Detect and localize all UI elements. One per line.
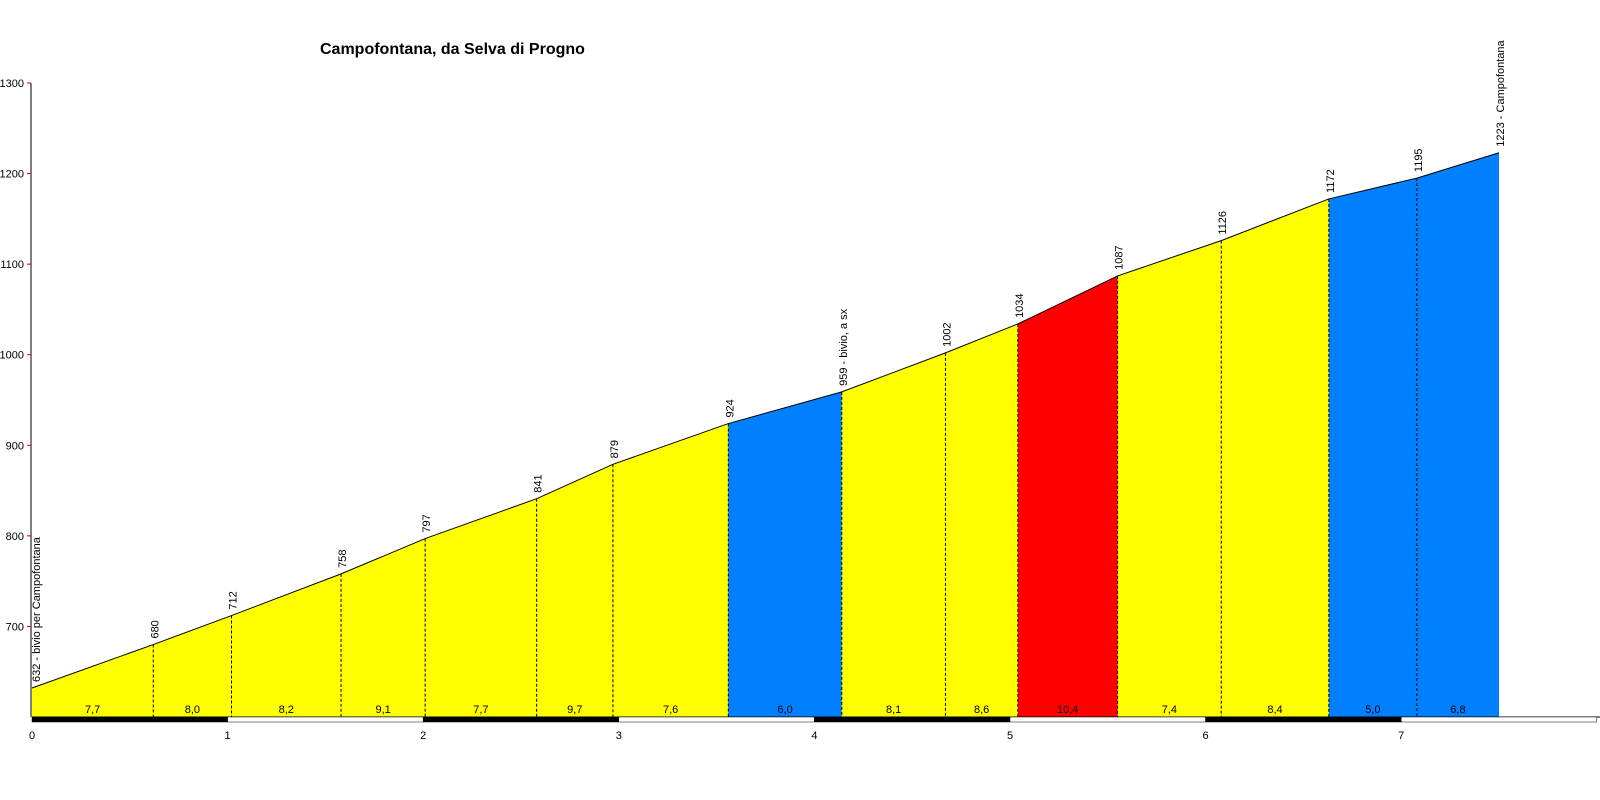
profile-segment — [153, 615, 232, 717]
x-tick-label: 6 — [1203, 730, 1209, 742]
profile-segment — [612, 423, 729, 717]
y-tick-label: 1000 — [0, 350, 24, 362]
elevation-label: 1223 - Campofontana — [1495, 39, 1507, 146]
segment-gradient-label: 7,6 — [663, 704, 678, 716]
chart-title: Campofontana, da Selva di Progno — [320, 41, 585, 58]
segment-gradient-label: 9,1 — [375, 704, 390, 716]
x-tick-label: 1 — [225, 730, 231, 742]
elevation-label: 758 — [337, 550, 349, 568]
segment-gradient-label: 8,6 — [974, 704, 989, 716]
elevation-label: 1195 — [1413, 148, 1425, 172]
elevation-label: 841 — [533, 474, 545, 492]
y-tick-label: 700 — [6, 621, 24, 633]
segment-gradient-label: 5,0 — [1365, 704, 1380, 716]
segment-gradient-label: 7,4 — [1162, 704, 1177, 716]
profile-segment — [341, 538, 426, 717]
elevation-label: 1002 — [941, 322, 953, 346]
x-tick-label: 0 — [29, 730, 35, 742]
profile-line — [31, 152, 1500, 689]
y-tick-label: 1300 — [0, 78, 24, 90]
profile-segments — [32, 152, 1499, 718]
elevation-label: 797 — [421, 514, 433, 532]
km-scale-bar — [227, 716, 424, 723]
profile-segment — [728, 391, 842, 717]
profile-segment — [945, 323, 1018, 717]
y-tick-label: 1100 — [0, 259, 24, 271]
x-axis: 0 1 2 3 4 5 6 7 — [29, 716, 1600, 742]
segment-gradient-label: 7,7 — [85, 704, 100, 716]
segment-gradient-label: 8,4 — [1267, 704, 1282, 716]
elevation-label: 632 - bivio per Campofontana — [31, 536, 43, 682]
km-scale-bar — [31, 716, 228, 723]
x-tick-label: 3 — [616, 730, 622, 742]
km-scale-bar — [1205, 716, 1402, 723]
x-tick-label: 7 — [1398, 730, 1404, 742]
elevation-label: 959 - bivio, a sx — [838, 308, 850, 386]
elevation-label: 879 — [609, 440, 621, 458]
profile-segment — [841, 352, 946, 717]
profile-segment — [1017, 275, 1118, 717]
segment-gradient-label: 9,7 — [567, 704, 582, 716]
profile-segment — [425, 498, 537, 717]
elevation-label: 924 — [724, 399, 736, 417]
y-tick-label: 800 — [6, 531, 24, 543]
segment-dividers — [152, 178, 1418, 717]
elevation-label: 1126 — [1217, 211, 1229, 235]
segment-gradient-label: 8,0 — [185, 704, 200, 716]
y-axis: 700 800 900 1000 1100 1200 1300 — [0, 78, 32, 717]
km-scale-bar — [814, 716, 1011, 723]
km-scale-bar — [1400, 716, 1598, 723]
elevation-label: 1034 — [1014, 293, 1026, 317]
x-tick-label: 4 — [811, 730, 817, 742]
y-tick-label: 1200 — [0, 169, 24, 181]
elevation-label: 712 — [228, 591, 240, 609]
segment-gradient-label: 8,2 — [279, 704, 294, 716]
elevation-label: 1172 — [1325, 169, 1337, 193]
km-scale-bar — [422, 716, 620, 723]
profile-segment — [536, 464, 613, 717]
segment-gradient-label: 6,0 — [777, 704, 792, 716]
segment-gradient-label: 6,8 — [1450, 704, 1465, 716]
km-scale-bar — [618, 716, 815, 723]
segment-gradient-label: 10,4 — [1057, 704, 1078, 716]
profile-segment — [1416, 152, 1499, 718]
segment-gradient-label: 8,1 — [886, 704, 901, 716]
elevation-label: 680 — [149, 620, 161, 638]
km-scale-bar — [1009, 716, 1206, 723]
x-tick-label: 2 — [420, 730, 426, 742]
x-tick-label: 5 — [1007, 730, 1013, 742]
profile-segment — [231, 573, 342, 717]
profile-segment — [1328, 178, 1417, 718]
profile-segment — [32, 644, 154, 717]
profile-segment — [1117, 240, 1222, 717]
elevation-label: 1087 — [1114, 245, 1126, 269]
profile-segment — [1221, 198, 1329, 718]
segment-gradient-label: 7,7 — [473, 704, 488, 716]
elevation-labels: 632 - bivio per Campofontana 680 712 758 797… — [31, 39, 1507, 682]
gradient-labels: 7,7 8,0 8,2 9,1 7,7 9,7 7,6 6,0 8,1 8,6 10,4 7,4 8,4… — [85, 704, 1466, 716]
y-tick-label: 900 — [6, 440, 24, 452]
